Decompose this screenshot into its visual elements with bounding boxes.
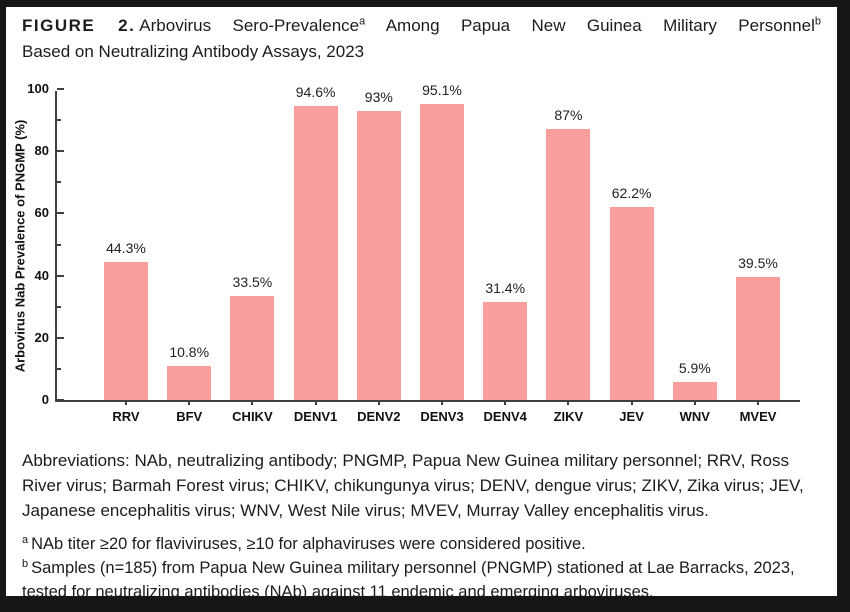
x-axis-label-denv4: DENV4 xyxy=(483,409,527,424)
bar-value-label: 5.9% xyxy=(678,359,711,376)
y-major-tick xyxy=(57,88,64,90)
bar-jev xyxy=(609,206,654,400)
y-axis-title: Arbovirus Nab Prevalence of PNGMP (%) xyxy=(12,119,28,373)
x-tick xyxy=(441,400,443,405)
bar-chikv xyxy=(230,295,275,400)
y-tick-label: 20 xyxy=(34,329,49,345)
x-axis-label-mvev: MVEV xyxy=(739,409,777,424)
x-tick xyxy=(377,400,380,405)
title-segment-1: Arbovirus Sero-Prevalence xyxy=(139,16,360,35)
x-tick xyxy=(693,400,696,405)
bar-mvev xyxy=(736,277,780,400)
bar-value-label: 94.6% xyxy=(295,83,336,100)
y-major-tick xyxy=(57,212,64,215)
bar-denv3 xyxy=(420,104,464,400)
y-minor-tick xyxy=(57,243,61,246)
x-axis-label-denv2: DENV2 xyxy=(357,409,401,424)
x-axis-label-jev: JEV xyxy=(619,409,644,424)
x-tick xyxy=(504,400,507,405)
title-segment-2: Among Papua New Guinea Military Personne… xyxy=(385,16,815,35)
x-axis-label-denv1: DENV1 xyxy=(293,409,338,424)
y-tick-label: 40 xyxy=(34,267,49,283)
y-tick-label: 0 xyxy=(41,392,49,407)
bar-value-label: 31.4% xyxy=(485,280,526,297)
x-axis-label-denv3: DENV3 xyxy=(420,409,464,424)
x-axis-label-rrv: RRV xyxy=(112,409,140,424)
y-minor-tick xyxy=(57,305,61,308)
x-tick xyxy=(630,400,633,405)
bar-value-label: 95.1% xyxy=(422,82,462,99)
figure-panel: FIGURE 2. Arbovirus Sero-Prevalencea Amon… xyxy=(6,7,837,596)
footnote-b: b Samples (n=185) from Papua New Guinea m… xyxy=(22,556,821,596)
bar-value-label: 44.3% xyxy=(106,240,146,257)
bar-denv2 xyxy=(356,110,401,400)
bar-rrv xyxy=(104,262,148,400)
footnote-b-text: Samples (n=185) from Papua New Guinea mi… xyxy=(22,559,795,596)
x-tick xyxy=(188,400,191,405)
bar-value-label: 62.2% xyxy=(611,184,652,201)
footnote-b-marker: b xyxy=(22,557,29,570)
y-major-tick xyxy=(57,274,64,277)
x-tick xyxy=(314,400,317,405)
bar-denv1 xyxy=(293,105,338,400)
bar-bfv xyxy=(167,366,212,400)
figure-title-line1: FIGURE 2. Arbovirus Sero-Prevalencea Amon… xyxy=(22,13,821,39)
x-axis-label-zikv: ZIKV xyxy=(553,409,584,424)
footnote-a-text: NAb titer ≥20 for flaviviruses, ≥10 for … xyxy=(31,535,586,553)
y-major-tick xyxy=(57,399,64,401)
y-minor-tick xyxy=(57,119,61,122)
title-superscript-a: a xyxy=(359,15,366,28)
figure-label: FIGURE 2. xyxy=(22,16,136,35)
bar-value-label: 39.5% xyxy=(738,255,778,272)
bar-value-label: 33.5% xyxy=(232,273,273,290)
footnote-a-marker: a xyxy=(22,533,29,546)
x-axis-label-bfv: BFV xyxy=(176,409,203,424)
y-tick-label: 60 xyxy=(34,205,49,221)
y-tick-label: 100 xyxy=(27,81,49,96)
plot-area: 0 20 40 60 80 100 44.3% RRV 10.8% BFV 33.5% CHIKV 94… xyxy=(27,81,800,424)
figure-title-line2: Based on Neutralizing Antibody Assays, 2… xyxy=(22,42,365,61)
bar-value-label: 93% xyxy=(364,88,393,105)
bar-value-label: 10.8% xyxy=(169,344,210,361)
bar-value-label: 87% xyxy=(554,107,583,124)
x-axis-label-wnv: WNV xyxy=(679,409,710,424)
figure-title: FIGURE 2. Arbovirus Sero-Prevalencea Amon… xyxy=(22,13,821,65)
title-superscript-b: b xyxy=(814,15,821,28)
x-tick xyxy=(567,400,570,405)
abbreviations-text: Abbreviations: NAb, neutralizing antibod… xyxy=(22,451,804,520)
bar-denv4 xyxy=(483,302,528,400)
y-minor-tick xyxy=(57,367,61,370)
x-tick xyxy=(125,400,127,405)
x-tick xyxy=(251,400,254,405)
y-major-tick xyxy=(57,336,64,339)
y-major-tick xyxy=(57,150,64,153)
bar-chart: Arbovirus Nab Prevalence of PNGMP (%) 0 2… xyxy=(13,81,821,432)
footnote-a: a NAb titer ≥20 for flaviviruses, ≥10 for… xyxy=(22,532,821,556)
bar-zikv xyxy=(546,129,591,400)
x-tick xyxy=(757,400,759,405)
footnotes: a NAb titer ≥20 for flaviviruses, ≥10 for… xyxy=(22,532,821,596)
y-tick-label: 80 xyxy=(34,143,49,159)
y-minor-tick xyxy=(57,181,61,184)
bar-wnv xyxy=(672,381,717,400)
x-axis-label-chikv: CHIKV xyxy=(232,409,273,424)
